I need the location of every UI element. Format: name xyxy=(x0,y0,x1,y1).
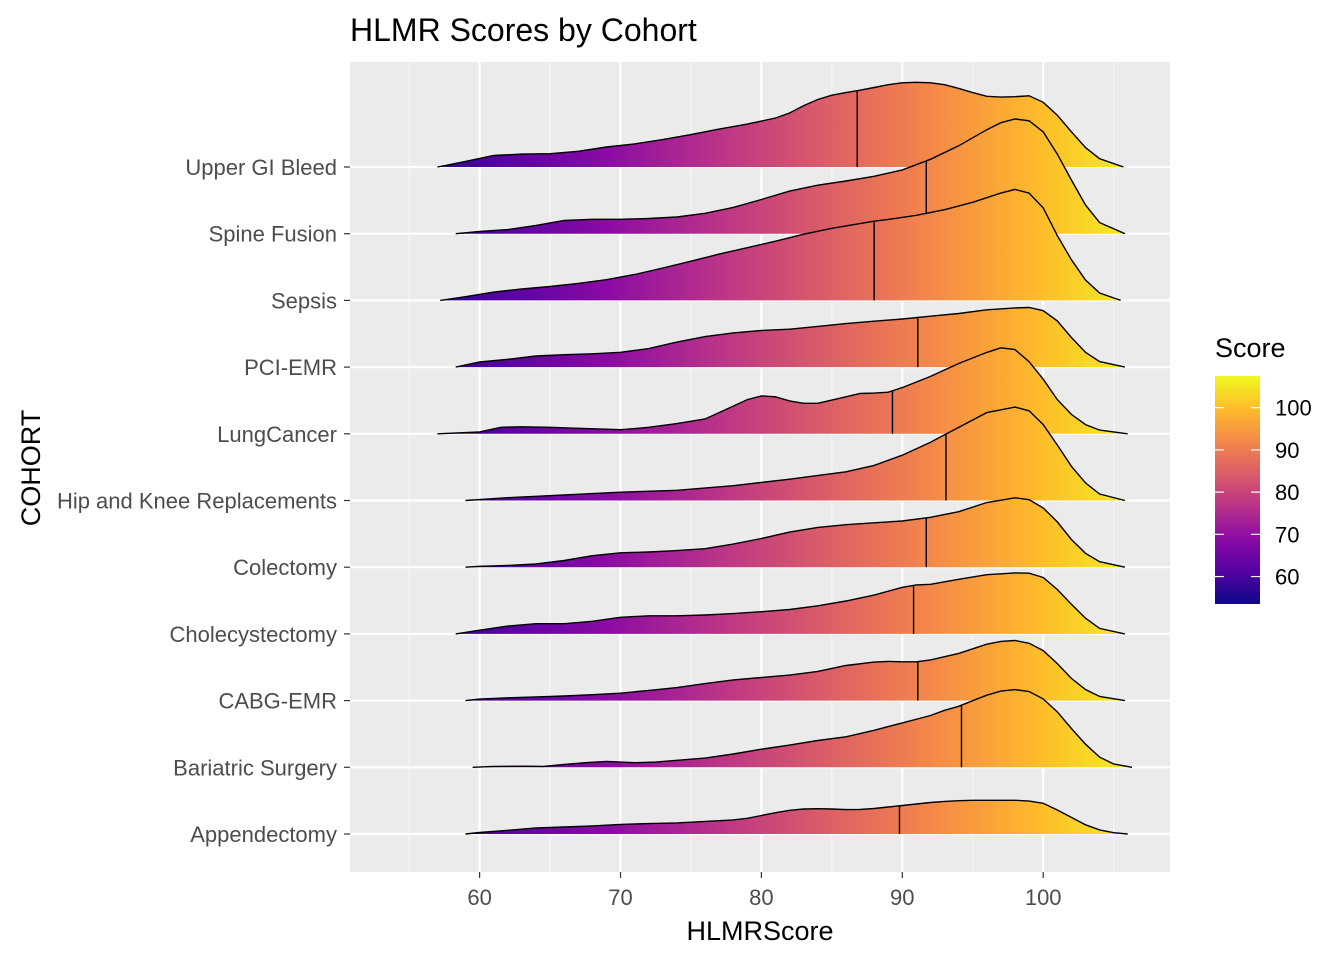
y-tick-label: Appendectomy xyxy=(190,822,337,847)
legend-tick-label: 80 xyxy=(1275,480,1299,505)
ridge-outline xyxy=(465,406,1126,502)
ridge-hip-and-knee-replacements xyxy=(465,406,1126,502)
ridge-sepsis xyxy=(440,188,1121,302)
ridge-colectomy xyxy=(465,497,1126,568)
ridge-outline xyxy=(437,347,1128,435)
ridge-outline xyxy=(455,118,1126,235)
y-tick-label: Hip and Knee Replacements xyxy=(57,489,337,514)
ridge-fill xyxy=(472,689,1133,768)
legend-tick-label: 90 xyxy=(1275,438,1299,463)
ridge-lungcancer xyxy=(437,347,1128,435)
legend-tick-label: 60 xyxy=(1275,565,1299,590)
y-axis: Appendectomy Bariatric Surgery CABG-EMR Cho… xyxy=(57,155,350,847)
ridge-fill xyxy=(465,800,1128,834)
ridge-upper-gi-bleed xyxy=(437,81,1124,168)
legend-title: Score xyxy=(1215,333,1286,363)
ridge-outline xyxy=(465,799,1128,835)
ridge-fill xyxy=(455,119,1125,234)
color-legend: Score 60 70 80 90 100 xyxy=(1215,333,1312,604)
ridge-fill xyxy=(465,497,1125,568)
y-tick-label: Colectomy xyxy=(233,555,337,580)
legend-tick-label: 70 xyxy=(1275,522,1299,547)
ridge-appendectomy xyxy=(465,799,1128,835)
legend-ticks: 60 70 80 90 100 xyxy=(1215,396,1312,590)
y-tick-label: Spine Fusion xyxy=(209,222,337,247)
x-tick-label: 60 xyxy=(467,885,491,910)
y-axis-title: COHORT xyxy=(16,410,46,527)
x-tick-label: 100 xyxy=(1025,885,1062,910)
ridge-cabg-emr xyxy=(465,639,1126,702)
ridge-fill xyxy=(437,347,1128,434)
ridge-outline xyxy=(437,81,1124,168)
ridge-outline xyxy=(472,688,1133,768)
ridge-outline xyxy=(455,306,1126,368)
ridge-fill xyxy=(455,572,1125,634)
y-tick-label: Cholecystectomy xyxy=(169,622,337,647)
ridge-bariatric-surgery xyxy=(472,688,1133,768)
ridge-outline xyxy=(465,639,1126,702)
ridge-outline xyxy=(455,572,1126,635)
legend-colorbar xyxy=(1215,376,1260,604)
x-tick-label: 70 xyxy=(608,885,632,910)
ridge-pci-emr xyxy=(455,306,1126,368)
x-axis: 60 70 80 90 100 xyxy=(467,872,1062,910)
ridge-fill xyxy=(440,189,1121,301)
ridge-fill xyxy=(437,82,1124,167)
x-tick-label: 80 xyxy=(749,885,773,910)
y-tick-label: CABG-EMR xyxy=(218,689,337,714)
y-tick-label: Upper GI Bleed xyxy=(185,155,337,180)
x-tick-label: 90 xyxy=(890,885,914,910)
ridge-cholecystectomy xyxy=(455,572,1126,635)
y-tick-label: LungCancer xyxy=(217,422,337,447)
ridge-fill xyxy=(465,640,1125,701)
y-tick-label: Sepsis xyxy=(271,288,337,313)
y-tick-label: Bariatric Surgery xyxy=(173,755,337,780)
chart-title: HLMR Scores by Cohort xyxy=(350,12,697,48)
ridge-fill xyxy=(465,407,1125,501)
x-axis-title: HLMRScore xyxy=(686,916,833,946)
ridge-outline xyxy=(465,497,1126,568)
y-tick-label: PCI-EMR xyxy=(244,355,337,380)
ridges xyxy=(437,81,1133,835)
legend-tick-label: 100 xyxy=(1275,396,1312,421)
ridge-outline xyxy=(440,188,1121,302)
